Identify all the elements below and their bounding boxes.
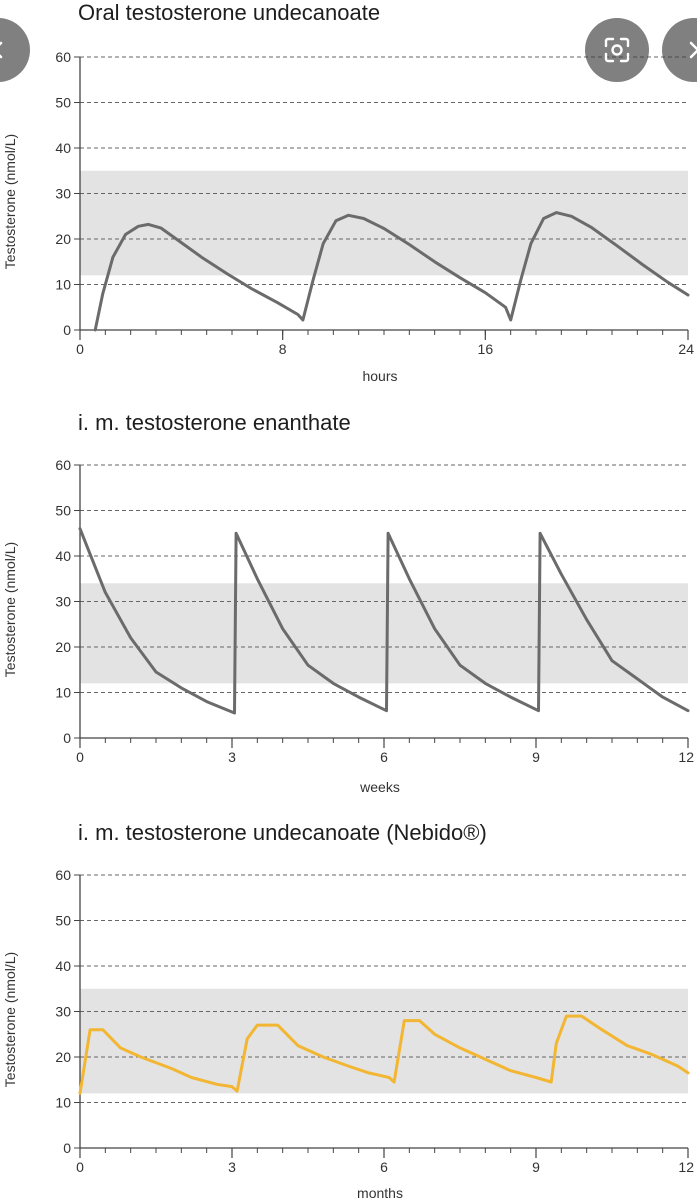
visual-search-button[interactable] [585, 18, 649, 82]
y-tick-label: 60 [55, 49, 71, 65]
reference-band [80, 170, 688, 276]
x-tick-label: 6 [380, 749, 388, 765]
x-tick-label: 0 [76, 749, 84, 765]
chart-3-title: i. m. testosterone undecanoate (Nebido®) [78, 820, 487, 845]
lens-icon [604, 37, 630, 63]
y-tick-label: 50 [55, 503, 71, 519]
y-tick-label: 10 [55, 685, 71, 701]
x-tick-label: 9 [532, 1159, 540, 1175]
x-tick-label: 6 [380, 1159, 388, 1175]
y-axis-label: Testosterone (nmol/L) [2, 134, 18, 269]
y-tick-label: 0 [63, 730, 71, 746]
chevron-right-icon [689, 41, 697, 59]
y-tick-label: 60 [55, 867, 71, 883]
x-tick-label: 0 [76, 341, 84, 357]
series-line [78, 1014, 690, 1095]
y-axis-label: Testosterone (nmol/L) [2, 542, 18, 677]
chart-oral-undecanoate: 0 10 20 30 40 50 60 0 8 16 24 hours Testosterone (nm… [2, 49, 694, 384]
x-tick-label: 12 [678, 749, 694, 765]
x-tick-label: 3 [228, 749, 236, 765]
chart-1-title: Oral testosterone undecanoate [78, 0, 381, 25]
x-tick-label: 12 [678, 1159, 694, 1175]
x-axis-label: weeks [359, 779, 400, 795]
y-tick-label: 10 [55, 277, 71, 293]
x-tick-label: 0 [76, 1159, 84, 1175]
chart-enanthate: 0 10 20 30 40 50 60 0 3 6 9 12 weeks Testosterone (nm… [2, 457, 694, 795]
y-tick-label: 60 [55, 457, 71, 473]
y-tick-label: 0 [63, 322, 71, 338]
y-tick-label: 50 [55, 95, 71, 111]
x-tick-label: 9 [532, 749, 540, 765]
reference-band [80, 583, 688, 684]
y-tick-label: 20 [55, 639, 71, 655]
x-axis-label: hours [362, 368, 397, 384]
y-tick-label: 20 [55, 1049, 71, 1065]
x-tick-label: 16 [478, 341, 494, 357]
y-tick-label: 30 [55, 594, 71, 610]
x-tick-label: 8 [279, 341, 287, 357]
y-tick-label: 50 [55, 913, 71, 929]
y-axis-label: Testosterone (nmol/L) [2, 952, 18, 1087]
y-tick-label: 30 [55, 1004, 71, 1020]
y-tick-label: 20 [55, 231, 71, 247]
y-tick-label: 40 [55, 140, 71, 156]
chevron-left-icon [0, 41, 3, 59]
y-tick-label: 0 [63, 1140, 71, 1156]
y-tick-label: 30 [55, 186, 71, 202]
y-tick-label: 40 [55, 548, 71, 564]
series-line [93, 211, 690, 332]
y-tick-label: 40 [55, 958, 71, 974]
x-tick-label: 24 [678, 341, 694, 357]
x-axis-label: months [357, 1185, 403, 1200]
y-tick-label: 10 [55, 1095, 71, 1111]
chart-nebido: 0 10 20 30 40 50 60 0 3 6 9 12 months Testosterone (n… [2, 867, 694, 1200]
chart-2-title: i. m. testosterone enanthate [78, 410, 351, 435]
series-line [78, 527, 690, 715]
x-tick-label: 3 [228, 1159, 236, 1175]
